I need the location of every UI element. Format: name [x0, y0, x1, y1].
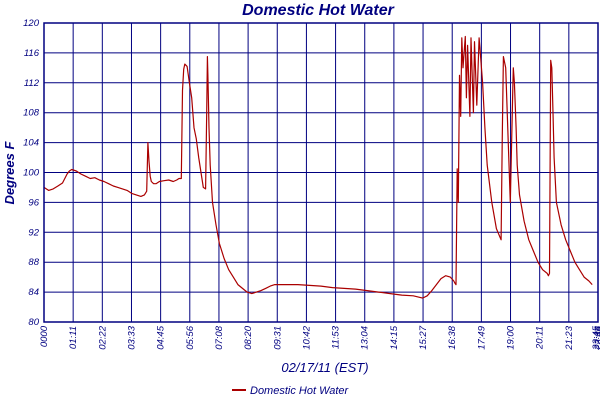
x-tick-label: 21:23	[564, 325, 575, 350]
x-tick-label: 03:33	[126, 325, 137, 349]
y-tick-label: 116	[24, 48, 40, 59]
x-tick-label: 10:42	[301, 325, 312, 349]
x-tick-label: 16:38	[447, 325, 458, 349]
x-tick-label: 05:56	[185, 325, 196, 349]
y-tick-label: 88	[28, 257, 39, 268]
y-tick-label: 84	[28, 287, 39, 298]
y-tick-label: 80	[28, 317, 39, 328]
x-tick-label: 07:08	[214, 325, 225, 349]
x-tick-label: 11:53	[331, 325, 342, 349]
x-tick-label: 23:45	[591, 325, 600, 350]
y-tick-label: 96	[28, 197, 39, 208]
x-tick-label: 01:11	[68, 326, 79, 349]
x-tick-label: 17:49	[476, 325, 487, 349]
y-tick-label: 104	[23, 138, 39, 149]
x-tick-label: 04:45	[156, 325, 167, 349]
x-tick-label: 08:20	[243, 325, 254, 349]
x-tick-label: 22:34	[593, 326, 600, 351]
series-line-0	[43, 35, 593, 299]
y-tick-label: 120	[23, 18, 40, 29]
x-axis-label: 02/17/11 (EST)	[281, 360, 368, 375]
x-tick-label: 0000	[39, 325, 50, 347]
chart-title: Domestic Hot Water	[242, 2, 395, 19]
x-tick-label: 02:22	[97, 325, 108, 349]
x-tick-label: 23:46	[593, 325, 600, 350]
y-tick-label: 112	[24, 78, 40, 89]
series-lines	[43, 35, 593, 299]
x-tick-label: 20:11	[535, 326, 546, 350]
y-tick-label: 100	[23, 168, 40, 179]
x-tick-label: 14:15	[389, 325, 400, 349]
x-tick-label: 15:27	[418, 325, 429, 349]
legend: Domestic Hot Water	[232, 385, 350, 397]
x-tick-label: 13:04	[360, 326, 371, 350]
y-tick-label: 108	[23, 108, 40, 119]
legend-label: Domestic Hot Water	[250, 385, 350, 397]
y-axis: 80 84 88 92 96 100 104 108 112 116 120	[23, 18, 40, 328]
x-tick-label: 19:00	[506, 325, 517, 349]
y-tick-label: 92	[28, 227, 39, 238]
y-axis-label: Degrees F	[2, 141, 17, 205]
grid	[44, 22, 598, 323]
x-tick-label: 09:31	[272, 326, 283, 350]
plot-frame	[43, 22, 599, 323]
x-axis: 0000 01:11 02:22 03:33 04:45 05:56 07:08 08:20 0…	[39, 325, 600, 350]
